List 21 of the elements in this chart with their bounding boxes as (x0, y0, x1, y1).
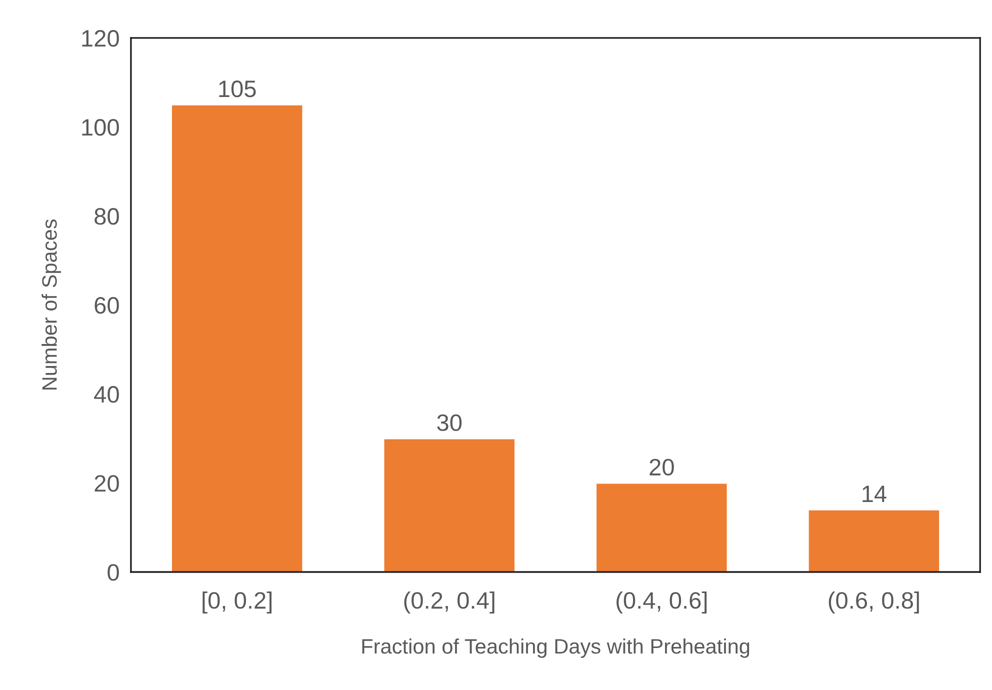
bar (807, 509, 940, 572)
bar (382, 438, 516, 572)
y-axis-title: Number of Spaces (42, 219, 61, 390)
data-label: 105 (219, 80, 256, 98)
x-tick-label: (0.6, 0.8] (828, 591, 919, 614)
data-label: 14 (862, 486, 886, 502)
y-tick-label: 80 (94, 208, 119, 225)
x-tick-label: (0.4, 0.6] (616, 591, 707, 614)
y-tick-label: 120 (82, 30, 119, 47)
bar (170, 104, 304, 572)
y-tick-label: 0 (108, 564, 119, 581)
y-tick-label: 20 (94, 475, 119, 492)
y-tick-label: 100 (82, 119, 119, 136)
y-tick-label: 60 (94, 297, 119, 314)
data-label: 30 (437, 414, 462, 432)
x-tick-label: (0.2, 0.4] (404, 591, 494, 614)
data-label: 20 (650, 458, 674, 476)
y-tick-label: 40 (94, 386, 119, 403)
x-axis-title: Fraction of Teaching Days with Preheating (362, 638, 750, 658)
x-tick-label: [0, 0.2] (202, 591, 272, 614)
bar (595, 482, 728, 572)
